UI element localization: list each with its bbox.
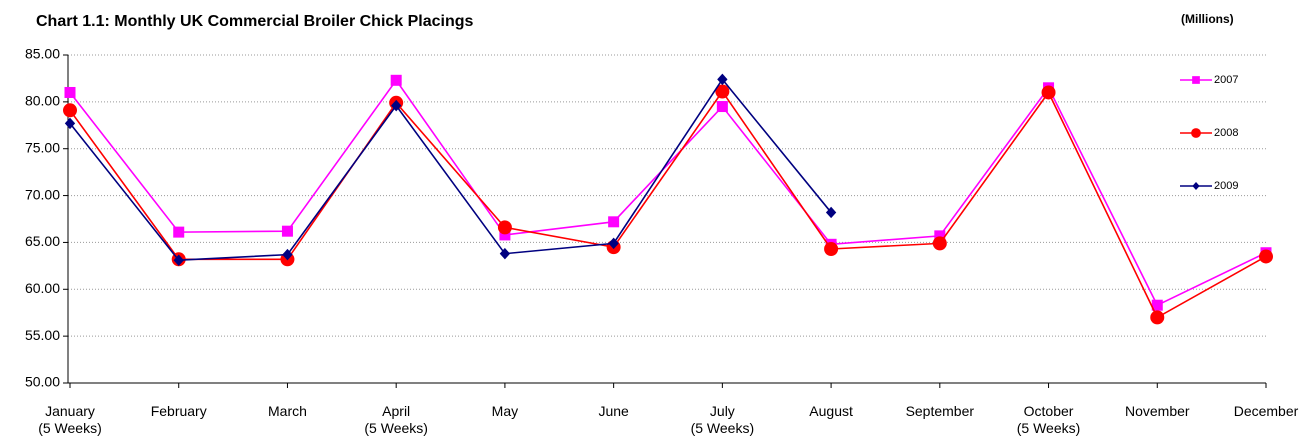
marker [932,236,947,251]
marker [1041,85,1056,100]
marker [1151,299,1163,311]
x-tick-label: September [905,403,975,419]
series-line [69,78,832,262]
chart-title: Chart 1.1: Monthly UK Commercial Broiler… [36,13,474,30]
marker [63,103,77,118]
x-tick-label: May [491,403,519,419]
y-tick-label: 85.00 [25,46,60,62]
series-line [69,78,1267,307]
x-tick-label: July (5 Weeks) [690,403,755,436]
marker [64,117,76,130]
marker [1191,128,1201,138]
y-tick-label: 80.00 [25,93,60,109]
marker [282,248,293,261]
legend-label: 2007 [1214,74,1238,86]
marker [281,225,293,237]
y-tick-label: 50.00 [25,374,60,390]
marker [173,226,185,238]
units-label: (Millions) [1181,12,1234,26]
x-tick-label: October (5 Weeks) [1016,403,1081,436]
x-tick-label: March [268,403,307,419]
x-tick-label: June [598,403,629,419]
y-tick-label: 75.00 [25,139,60,155]
marker [173,254,184,266]
x-tick-label: December [1233,403,1299,419]
marker [824,241,839,256]
marker [390,74,402,86]
x-tick-label: April (5 Weeks) [364,403,428,436]
y-tick-label: 65.00 [25,233,60,249]
x-tick-label: February [150,403,207,419]
legend-label: 2009 [1214,180,1238,192]
marker [608,216,620,228]
marker [716,101,728,113]
marker [391,99,402,112]
marker [1192,181,1200,191]
marker [499,247,511,260]
y-tick-label: 60.00 [25,280,60,296]
marker [1192,76,1200,84]
marker [1150,310,1165,325]
marker [64,86,76,98]
marker [608,237,619,250]
x-tick-label: August [809,403,853,419]
series-line [69,90,1267,319]
x-tick-label: November [1124,403,1190,419]
marker [1259,249,1273,264]
y-tick-label: 55.00 [25,327,60,343]
marker [497,220,512,235]
y-tick-label: 70.00 [25,186,60,202]
marker [825,206,837,219]
legend-label: 2008 [1214,127,1238,139]
marker [717,73,728,86]
x-tick-label: January (5 Weeks) [38,403,102,436]
